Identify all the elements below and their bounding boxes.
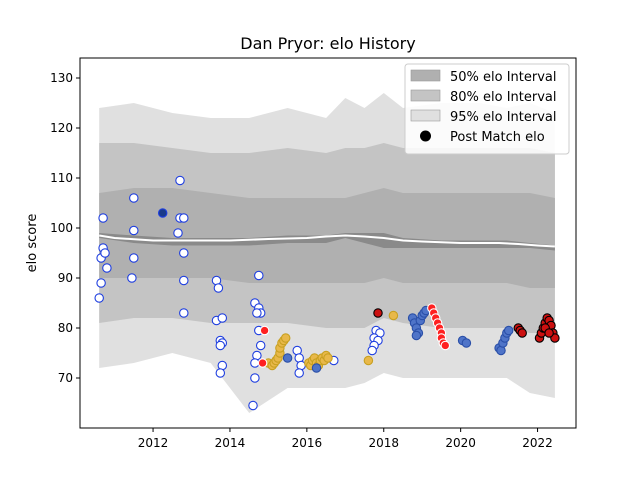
x-tick-label: 2016	[292, 436, 323, 450]
y-axis: 70 80 90 100 110 120 130	[50, 71, 80, 385]
legend-label: 80% elo Interval	[450, 90, 557, 105]
data-point	[248, 400, 258, 411]
data-point	[102, 263, 112, 273]
y-tick-label: 80	[58, 321, 73, 335]
legend: 50% elo Interval 80% elo Interval 95% elo …	[404, 63, 570, 155]
legend-swatch	[410, 109, 441, 122]
data-point	[254, 270, 264, 281]
data-point	[175, 175, 185, 186]
series-0	[94, 175, 385, 411]
data-point	[294, 368, 304, 378]
band-inner	[99, 233, 555, 251]
series-4	[257, 303, 451, 368]
legend-label: 50% elo Interval	[450, 70, 557, 85]
data-point	[96, 278, 106, 288]
data-point	[173, 228, 183, 238]
x-tick-label: 2018	[368, 436, 399, 450]
data-point	[94, 293, 104, 303]
y-tick-label: 70	[58, 371, 73, 385]
y-tick-label: 120	[50, 121, 73, 135]
data-point	[373, 308, 383, 318]
data-point	[250, 373, 260, 383]
series-3	[282, 305, 514, 373]
data-point	[179, 308, 189, 318]
data-point	[517, 328, 527, 338]
legend-marker	[420, 130, 431, 142]
x-tick-label: 2020	[445, 436, 476, 450]
legend-label: 95% elo Interval	[450, 110, 557, 125]
series-5	[373, 308, 560, 343]
y-axis-label: elo score	[25, 214, 40, 273]
y-tick-label: 130	[50, 71, 73, 85]
legend-box	[404, 63, 570, 155]
data-point	[129, 193, 139, 203]
x-tick-label: 2012	[138, 436, 169, 450]
data-point	[179, 248, 189, 258]
median-line	[99, 234, 555, 248]
data-point	[280, 333, 291, 343]
chart-title: Dan Pryor: elo History	[240, 34, 415, 53]
data-point	[129, 225, 139, 236]
data-point	[100, 248, 110, 258]
data-point	[213, 283, 224, 293]
series-1	[157, 208, 168, 218]
plot-area	[94, 93, 560, 413]
plot-frame	[79, 57, 577, 429]
data-point	[367, 345, 377, 356]
data-point	[461, 338, 472, 348]
y-tick-label: 110	[50, 171, 73, 185]
data-point	[282, 353, 293, 363]
y-tick-label: 90	[58, 271, 73, 285]
data-point	[544, 328, 554, 338]
legend-label: Post Match elo	[450, 130, 545, 145]
data-point	[259, 325, 270, 336]
data-point	[98, 213, 108, 223]
data-point	[179, 275, 189, 286]
data-point	[179, 213, 189, 223]
data-point	[250, 358, 260, 368]
data-point	[255, 340, 266, 351]
legend-swatch	[410, 69, 441, 82]
data-point	[215, 368, 226, 378]
data-point	[323, 353, 333, 363]
data-point	[252, 308, 262, 318]
data-point	[217, 313, 228, 323]
y-tick-label: 100	[50, 221, 73, 235]
data-point	[388, 310, 399, 321]
data-point	[503, 325, 514, 336]
data-point	[127, 273, 137, 283]
data-point	[311, 363, 322, 373]
data-point	[257, 358, 268, 368]
x-tick-label: 2014	[215, 436, 246, 450]
x-axis: 2012 2014 2016 2018 2020 2022	[138, 428, 553, 450]
data-point	[215, 340, 226, 351]
data-point	[411, 330, 422, 341]
data-point	[157, 208, 168, 218]
legend-swatch	[410, 89, 441, 102]
data-point	[363, 355, 374, 366]
x-tick-label: 2022	[522, 436, 553, 450]
data-point	[440, 340, 451, 351]
data-point	[129, 253, 139, 263]
